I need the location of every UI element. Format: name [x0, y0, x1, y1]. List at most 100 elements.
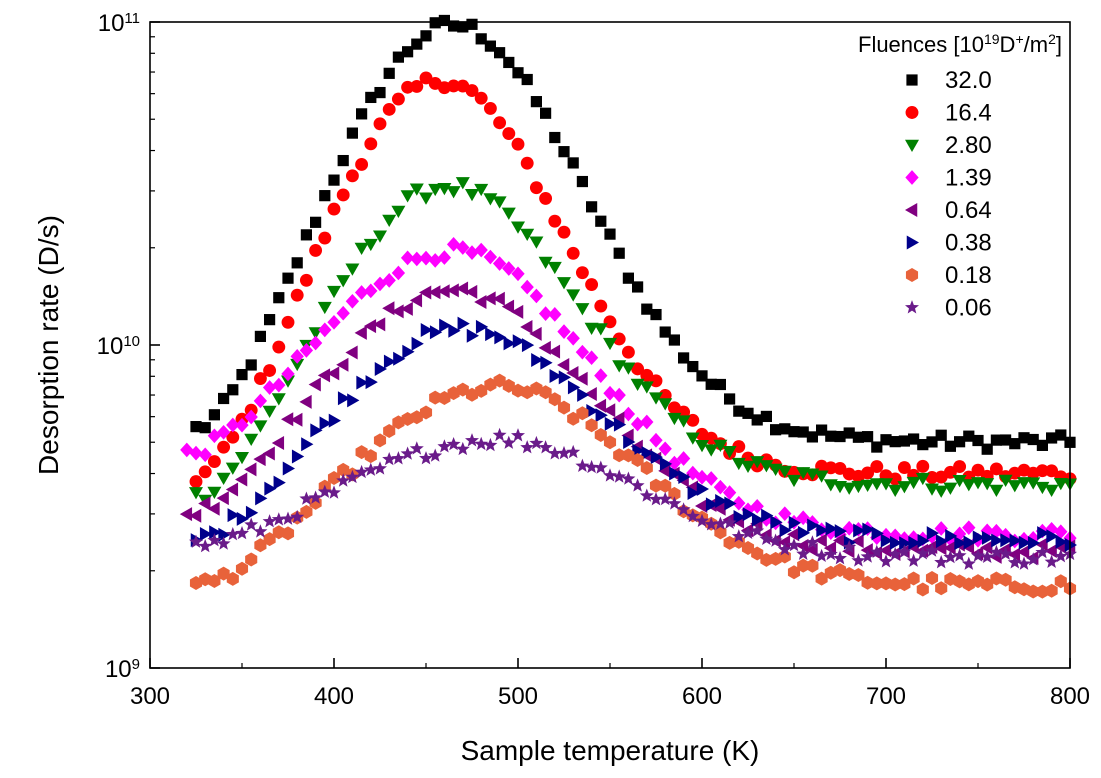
series-2-80: [189, 177, 1077, 507]
data-point: [198, 447, 212, 463]
data-point: [1017, 477, 1031, 490]
data-point: [547, 261, 562, 275]
data-point: [889, 577, 902, 592]
data-point: [915, 472, 930, 486]
data-point: [899, 536, 912, 551]
data-point: [501, 435, 516, 449]
data-point: [981, 577, 994, 592]
data-point: [816, 424, 828, 436]
data-point: [1036, 584, 1049, 599]
data-point: [281, 375, 295, 388]
data-point: [447, 386, 460, 401]
data-point: [649, 392, 663, 405]
data-point: [860, 479, 875, 493]
data-point: [538, 340, 551, 355]
data-point: [263, 532, 276, 547]
data-point: [255, 491, 268, 506]
data-point: [669, 466, 682, 481]
data-point: [713, 501, 726, 516]
data-point: [751, 414, 763, 426]
data-point: [208, 409, 220, 421]
data-point: [217, 566, 230, 581]
data-point: [842, 482, 857, 495]
data-point: [715, 494, 728, 509]
data-point: [217, 440, 231, 454]
data-point: [917, 439, 929, 451]
data-point: [382, 214, 397, 228]
x-tick-label: 600: [682, 683, 722, 710]
data-point: [722, 515, 737, 529]
data-point: [814, 548, 829, 563]
data-point: [374, 361, 387, 376]
data-point: [437, 182, 452, 196]
data-point: [345, 345, 358, 360]
data-point: [501, 207, 516, 220]
data-point: [667, 455, 682, 471]
data-point: [796, 538, 809, 553]
data-point: [512, 67, 524, 79]
data-point: [724, 496, 737, 511]
data-point: [336, 357, 349, 372]
data-point: [336, 275, 351, 288]
data-point: [207, 455, 221, 469]
data-point: [419, 405, 433, 420]
data-point: [317, 484, 332, 498]
data-point: [1054, 524, 1068, 540]
data-point: [751, 512, 765, 527]
data-point: [1000, 434, 1012, 446]
data-point: [475, 319, 489, 334]
data-point: [1017, 544, 1030, 559]
data-point: [649, 374, 663, 388]
data-point: [1008, 580, 1021, 595]
data-point: [641, 303, 653, 315]
data-point: [253, 452, 266, 467]
data-point: [225, 462, 240, 475]
data-point: [713, 516, 728, 530]
data-point: [870, 576, 883, 591]
data-point: [208, 573, 221, 588]
data-point: [529, 435, 544, 450]
data-point: [465, 84, 479, 98]
data-point: [244, 517, 259, 531]
data-point: [778, 506, 792, 522]
data-point: [262, 405, 277, 419]
data-point: [198, 496, 211, 511]
legend-title-sup1: 19: [984, 31, 1000, 47]
data-point: [585, 418, 598, 433]
data-point: [272, 340, 286, 354]
data-point: [207, 501, 220, 516]
data-point: [253, 420, 268, 433]
data-point: [456, 240, 470, 255]
data-point: [511, 428, 525, 442]
series-32-0: [190, 14, 1076, 455]
data-point: [879, 576, 893, 591]
data-point: [943, 540, 956, 555]
data-point: [944, 440, 956, 452]
data-point: [862, 431, 874, 443]
data-point: [777, 465, 792, 478]
data-point: [595, 408, 608, 423]
legend-title-sup2: +: [1015, 31, 1023, 47]
data-point: [714, 525, 727, 540]
data-point: [834, 430, 846, 443]
data-point: [787, 474, 801, 488]
data-point: [273, 475, 286, 490]
legend-marker: [905, 106, 919, 119]
data-point: [991, 533, 1004, 548]
data-point: [475, 33, 487, 45]
data-point: [593, 460, 608, 474]
data-point: [465, 387, 479, 402]
data-point: [980, 523, 994, 539]
data-point: [492, 427, 507, 442]
data-point: [567, 157, 579, 169]
data-point: [474, 436, 489, 451]
data-point: [833, 533, 846, 548]
data-point: [880, 434, 892, 446]
data-point: [1027, 584, 1040, 599]
data-point: [797, 558, 810, 573]
data-point: [731, 529, 746, 543]
data-point: [271, 435, 285, 450]
data-point: [575, 458, 590, 472]
data-point: [685, 432, 700, 445]
data-point: [299, 491, 314, 505]
